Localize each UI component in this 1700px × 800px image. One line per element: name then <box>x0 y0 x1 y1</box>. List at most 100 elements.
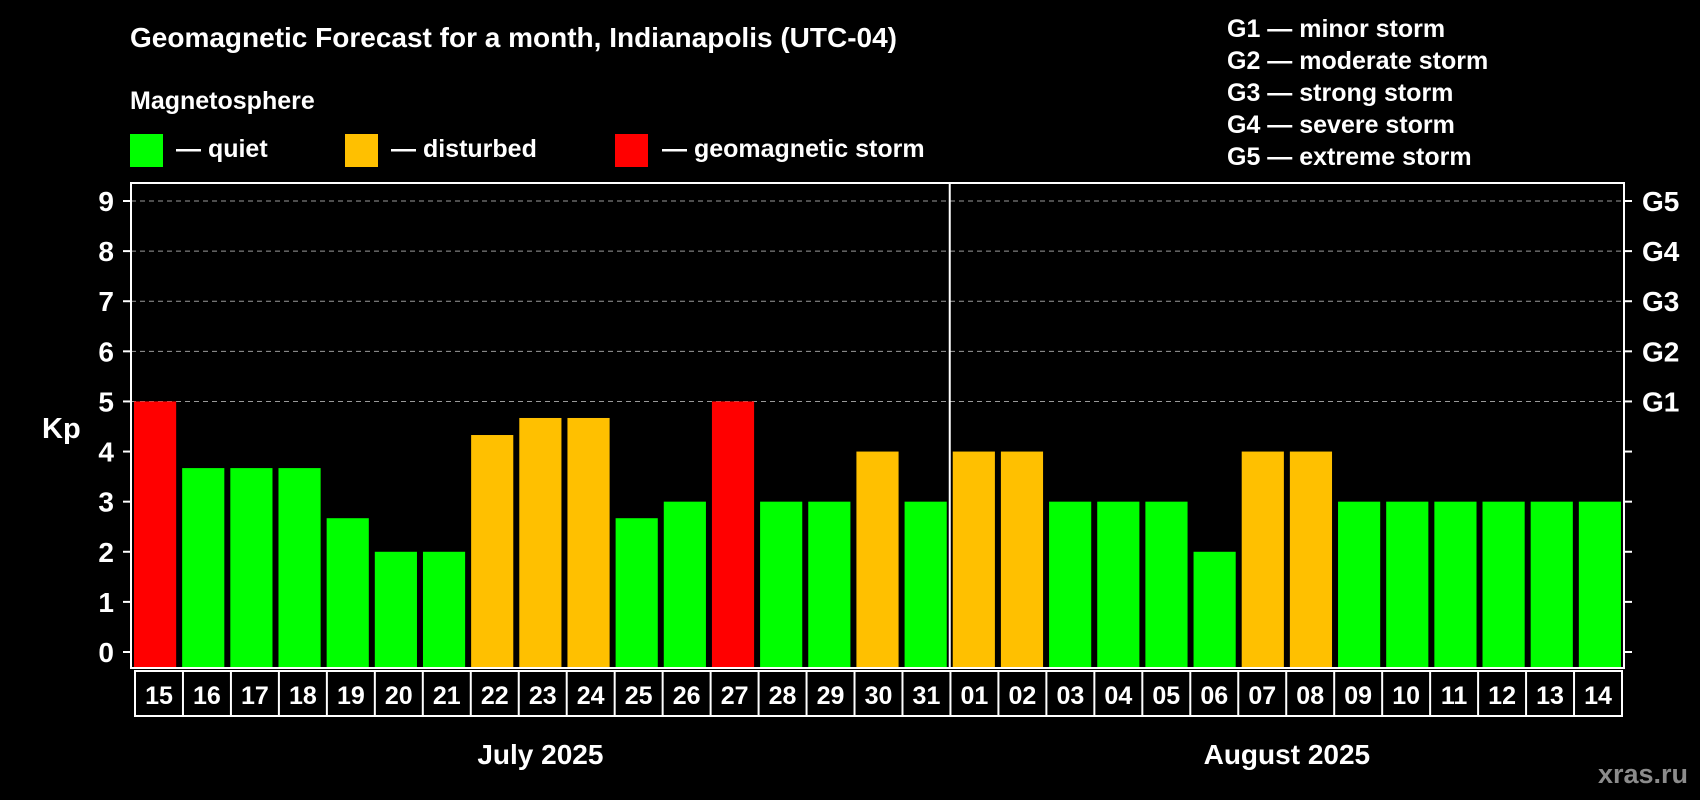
bar-01 <box>952 451 995 667</box>
bar-16 <box>182 468 225 667</box>
legend-label-storm: — geomagnetic storm <box>662 135 925 163</box>
day-label: 25 <box>625 682 653 710</box>
day-label: 13 <box>1536 682 1564 710</box>
day-label: 28 <box>769 682 797 710</box>
day-label: 16 <box>193 682 221 710</box>
storm-level-label: G2 <box>1642 336 1679 367</box>
day-label: 10 <box>1392 682 1420 710</box>
bar-05 <box>1145 501 1188 667</box>
y-tick-label: 0 <box>98 637 114 668</box>
y-tick-label: 3 <box>98 487 114 518</box>
bar-15 <box>134 401 177 667</box>
storm-scale-g2: G2 — moderate storm <box>1227 47 1488 75</box>
legend: — quiet — disturbed — geomagnetic storm <box>130 134 925 167</box>
bar-18 <box>278 468 321 667</box>
bar-04 <box>1097 501 1140 667</box>
bar-30 <box>856 451 899 667</box>
storm-level-label: G5 <box>1642 186 1679 217</box>
day-label: 01 <box>961 682 989 710</box>
y-tick-label: 1 <box>98 587 114 618</box>
bar-27 <box>711 401 755 667</box>
month-label: August 2025 <box>1204 739 1371 770</box>
day-label: 30 <box>865 682 893 710</box>
bar-10 <box>1386 501 1429 667</box>
bar-25 <box>615 518 658 667</box>
watermark: xras.ru <box>1598 759 1688 789</box>
bar-24 <box>567 417 610 667</box>
bar-22 <box>471 435 514 667</box>
y-tick-label: 9 <box>98 186 114 217</box>
bar-29 <box>808 501 851 667</box>
bar-26 <box>663 501 706 667</box>
day-label: 31 <box>913 682 941 710</box>
storm-level-label: G3 <box>1642 286 1679 317</box>
y-tick-label: 7 <box>98 286 114 317</box>
day-label: 17 <box>241 682 269 710</box>
bar-28 <box>760 501 803 667</box>
day-label: 05 <box>1152 682 1180 710</box>
bar-20 <box>374 551 417 667</box>
plot-frame <box>130 182 1625 669</box>
legend-label-disturbed: — disturbed <box>391 135 537 163</box>
bar-21 <box>422 551 466 667</box>
day-label: 29 <box>817 682 845 710</box>
bar-02 <box>1000 451 1044 667</box>
bar-03 <box>1049 501 1092 667</box>
day-label: 04 <box>1104 682 1132 710</box>
bars-layer <box>134 401 1621 667</box>
legend-heading: Magnetosphere <box>130 87 315 115</box>
storm-scale-g5: G5 — extreme storm <box>1227 143 1472 171</box>
day-label: 21 <box>433 682 461 710</box>
legend-swatch-quiet <box>130 134 163 167</box>
bar-09 <box>1338 501 1381 667</box>
legend-label-quiet: — quiet <box>176 135 268 163</box>
day-label: 27 <box>721 682 749 710</box>
bar-23 <box>519 417 562 667</box>
day-label: 06 <box>1200 682 1228 710</box>
legend-swatch-disturbed <box>345 134 378 167</box>
bar-12 <box>1482 501 1525 667</box>
day-label: 18 <box>289 682 317 710</box>
bar-07 <box>1241 451 1284 667</box>
y-tick-label: 5 <box>98 386 114 417</box>
bar-14 <box>1578 501 1621 667</box>
storm-scale-g4: G4 — severe storm <box>1227 111 1455 139</box>
chart-title: Geomagnetic Forecast for a month, Indian… <box>130 22 897 53</box>
y-axis-label: Kp <box>42 413 81 445</box>
day-label: 19 <box>337 682 365 710</box>
day-label: 03 <box>1056 682 1084 710</box>
day-label: 15 <box>145 682 173 710</box>
day-label: 11 <box>1441 682 1468 710</box>
month-label: July 2025 <box>477 739 603 770</box>
bar-19 <box>326 518 369 667</box>
day-label: 07 <box>1248 682 1276 710</box>
day-label: 20 <box>385 682 413 710</box>
bar-17 <box>230 468 273 667</box>
bar-11 <box>1434 501 1477 667</box>
bar-13 <box>1530 501 1573 667</box>
bar-08 <box>1289 451 1333 667</box>
day-label: 08 <box>1296 682 1324 710</box>
day-label: 23 <box>529 682 557 710</box>
y-tick-label: 8 <box>98 236 114 267</box>
day-label-row <box>134 670 1623 717</box>
grid-layer <box>131 200 1624 402</box>
y-tick-label: 4 <box>98 437 114 468</box>
day-label: 14 <box>1584 682 1612 710</box>
bar-06 <box>1193 551 1236 667</box>
day-label: 12 <box>1488 682 1516 710</box>
storm-scale-g1: G1 — minor storm <box>1227 15 1445 43</box>
day-label: 26 <box>673 682 701 710</box>
storm-level-label: G4 <box>1642 236 1680 267</box>
y-tick-label: 6 <box>98 336 114 367</box>
day-label: 22 <box>481 682 509 710</box>
storm-scale-g3: G3 — strong storm <box>1227 79 1453 107</box>
day-label: 24 <box>577 682 605 710</box>
storm-level-label: G1 <box>1642 386 1679 417</box>
y-tick-label: 2 <box>98 537 114 568</box>
storm-scale-legend: G1 — minor storm G2 — moderate storm G3 … <box>1227 15 1488 171</box>
day-label: 02 <box>1008 682 1036 710</box>
bar-31 <box>904 501 947 667</box>
